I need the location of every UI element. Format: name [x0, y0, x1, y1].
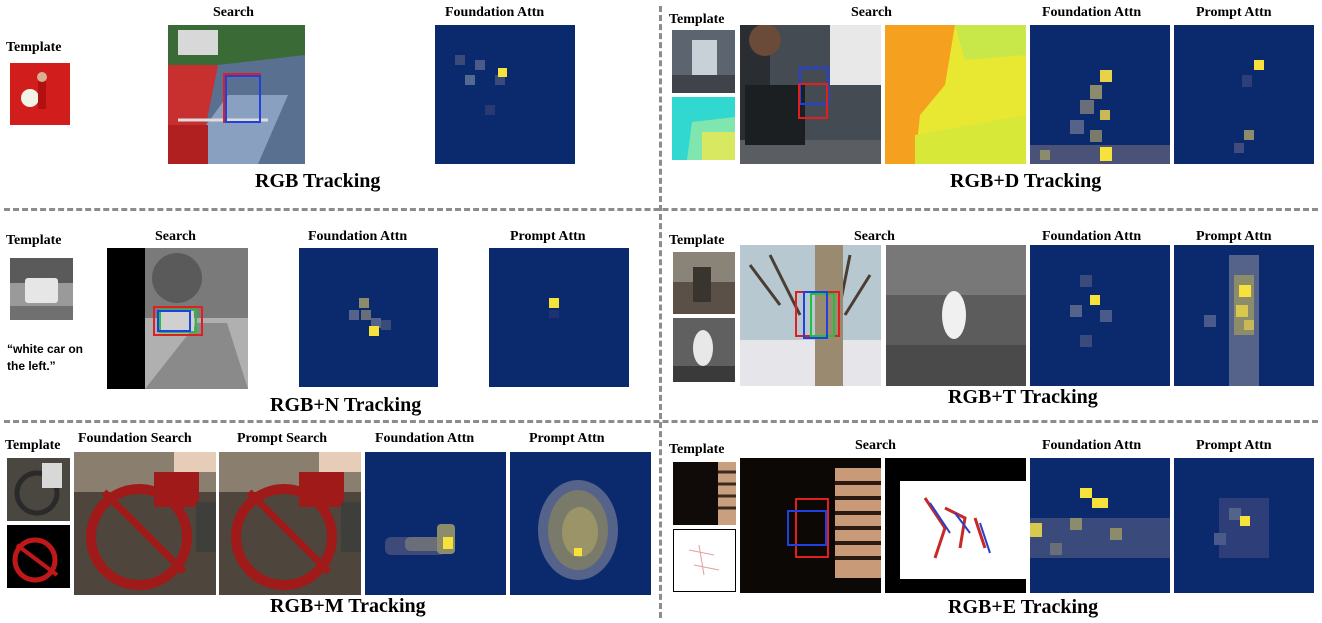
template-image [10, 63, 70, 125]
foundation-attn-label: Foundation Attn [445, 5, 545, 20]
foundation-attn-map [299, 248, 438, 387]
template-image [10, 258, 73, 320]
prompt-attn-label: Prompt Attn [1196, 229, 1272, 244]
horizontal-divider-top [4, 208, 1318, 211]
foundation-search-image [74, 452, 216, 595]
prompt-attn-label: Prompt Attn [1196, 438, 1272, 453]
blue-bbox [799, 67, 829, 105]
foundation-attn-label: Foundation Attn [308, 229, 408, 244]
red-bbox [153, 306, 203, 336]
foundation-attn-label: Foundation Attn [1042, 438, 1142, 453]
template-label: Template [6, 40, 62, 55]
foundation-attn-label: Foundation Attn [375, 431, 475, 446]
foundation-attn-map [1030, 458, 1170, 593]
search-label: Search [855, 438, 896, 453]
search-rgb-image [740, 458, 881, 593]
foundation-attn-map [435, 25, 575, 164]
template-label: Template [6, 233, 62, 248]
section-title: RGB+N Tracking [270, 394, 422, 416]
section-title: RGB+M Tracking [270, 595, 426, 617]
red-bbox [798, 83, 828, 119]
prompt-attn-map [510, 452, 651, 595]
foundation-attn-label: Foundation Attn [1042, 5, 1142, 20]
template-rgb-image [7, 458, 70, 521]
prompt-attn-label: Prompt Attn [1196, 5, 1272, 20]
search-depth-image [885, 25, 1026, 164]
template-rgb-image [673, 462, 736, 525]
foundation-attn-map [1030, 245, 1170, 386]
search-label: Search [854, 229, 895, 244]
prompt-attn-map [1174, 245, 1314, 386]
prompt-attn-map [489, 248, 629, 387]
green-bbox [810, 293, 835, 337]
search-label: Search [851, 5, 892, 20]
foundation-attn-map [1030, 25, 1170, 164]
search-label: Search [155, 229, 196, 244]
search-label: Search [213, 5, 254, 20]
template-label: Template [669, 233, 725, 248]
template-depth-image [672, 97, 735, 160]
prompt-attn-map [1174, 25, 1314, 164]
horizontal-divider-bottom [4, 420, 1318, 423]
blue-bbox [157, 310, 191, 332]
prompt-attn-map [1174, 458, 1314, 593]
template-rgb-image [673, 252, 735, 314]
template-mask-image [7, 525, 70, 588]
search-thermal-image [886, 245, 1026, 386]
blue-bbox [225, 75, 261, 123]
section-title: RGB+E Tracking [948, 596, 1099, 618]
foundation-search-label: Foundation Search [78, 431, 192, 446]
search-rgb-image [740, 25, 881, 164]
template-label: Template [5, 438, 61, 453]
prompt-search-label: Prompt Search [237, 431, 328, 446]
template-label: Template [669, 12, 725, 27]
section-title: RGB+D Tracking [950, 170, 1102, 192]
section-title: RGB+T Tracking [948, 386, 1098, 408]
vertical-divider [659, 6, 662, 618]
search-rgb-image [740, 245, 881, 386]
template-label: Template [669, 442, 725, 457]
search-image [107, 248, 248, 389]
blue-bbox [803, 291, 828, 339]
foundation-attn-map [365, 452, 506, 595]
prompt-attn-label: Prompt Attn [510, 229, 586, 244]
search-event-image [885, 458, 1026, 593]
blue-bbox [787, 510, 827, 546]
prompt-attn-label: Prompt Attn [529, 431, 605, 446]
template-event-image [673, 529, 736, 592]
template-rgb-image [672, 30, 735, 93]
red-bbox [795, 498, 829, 558]
prompt-search-image [219, 452, 361, 595]
foundation-attn-label: Foundation Attn [1042, 229, 1142, 244]
language-prompt: “white car on the left.” [7, 342, 84, 373]
template-thermal-image [673, 318, 735, 382]
section-title: RGB Tracking [255, 170, 381, 192]
search-image [168, 25, 305, 164]
